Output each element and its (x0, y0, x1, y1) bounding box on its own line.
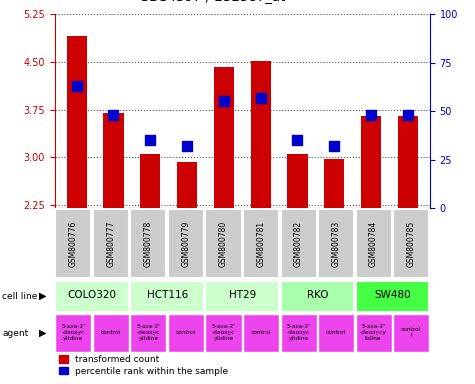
Bar (168, 314, 204, 352)
Bar (243, 209, 279, 278)
Text: 5-aza-2'
-deoxyc
ytidine: 5-aza-2' -deoxyc ytidine (61, 324, 86, 341)
Text: RKO: RKO (306, 290, 328, 300)
Bar (214, 67, 234, 208)
Bar (93, 209, 129, 278)
Text: control: control (176, 330, 196, 335)
Bar (93, 314, 129, 352)
Text: ▶: ▶ (39, 328, 47, 338)
Bar (131, 209, 166, 278)
Point (257, 94, 265, 101)
Text: GSM800781: GSM800781 (256, 220, 266, 267)
Point (404, 112, 412, 118)
Bar (131, 314, 166, 352)
Point (220, 98, 228, 104)
Bar (356, 209, 391, 278)
Bar (177, 162, 197, 208)
Text: GSM800784: GSM800784 (369, 220, 378, 267)
Bar (243, 314, 279, 352)
Text: 5-aza-2'
-deoxyc
ytidine: 5-aza-2' -deoxyc ytidine (211, 324, 236, 341)
Bar (140, 154, 161, 208)
Text: GSM800778: GSM800778 (144, 220, 153, 267)
Text: GSM800779: GSM800779 (181, 220, 190, 267)
Bar (393, 209, 429, 278)
Text: cell line: cell line (2, 291, 38, 301)
Text: control
l: control l (401, 327, 421, 338)
Bar (356, 281, 429, 311)
Bar (66, 36, 87, 208)
Text: 5-aza-2'
-deoxyc
ytidine: 5-aza-2' -deoxyc ytidine (136, 324, 161, 341)
Text: HCT116: HCT116 (147, 290, 188, 300)
Text: GSM800776: GSM800776 (69, 220, 78, 267)
Bar (393, 314, 429, 352)
Bar (361, 116, 381, 208)
Bar (131, 281, 204, 311)
Point (183, 143, 191, 149)
Text: SW480: SW480 (374, 290, 411, 300)
Text: control: control (326, 330, 346, 335)
Bar (287, 154, 307, 208)
Bar (318, 314, 354, 352)
Point (367, 112, 375, 118)
Text: GSM800785: GSM800785 (407, 220, 416, 267)
Text: GDS4397 / 232587_at: GDS4397 / 232587_at (139, 0, 285, 3)
Text: ▶: ▶ (39, 291, 47, 301)
Text: COLO320: COLO320 (67, 290, 117, 300)
Point (294, 137, 301, 143)
Bar (206, 281, 279, 311)
Legend: transformed count, percentile rank within the sample: transformed count, percentile rank withi… (59, 355, 228, 376)
Bar (324, 159, 344, 208)
Text: 5-aza-2'
-deoxycy
tidine: 5-aza-2' -deoxycy tidine (360, 324, 387, 341)
Text: GSM800780: GSM800780 (219, 220, 228, 267)
Text: agent: agent (2, 329, 28, 338)
Bar (56, 314, 91, 352)
Bar (281, 314, 316, 352)
Bar (281, 209, 316, 278)
Text: GSM800777: GSM800777 (106, 220, 115, 267)
Point (110, 112, 117, 118)
Bar (168, 209, 204, 278)
Point (73, 83, 80, 89)
Bar (206, 314, 241, 352)
Point (331, 143, 338, 149)
Bar (56, 209, 91, 278)
Bar (398, 116, 418, 208)
Text: 5-aza-2'
-deoxyc
ytidine: 5-aza-2' -deoxyc ytidine (286, 324, 311, 341)
Bar (250, 61, 271, 208)
Text: GSM800783: GSM800783 (332, 220, 341, 267)
Bar (318, 209, 354, 278)
Bar (56, 281, 129, 311)
Text: control: control (251, 330, 271, 335)
Point (146, 137, 154, 143)
Text: GSM800782: GSM800782 (294, 220, 303, 267)
Bar (281, 281, 354, 311)
Text: HT29: HT29 (228, 290, 256, 300)
Text: control: control (101, 330, 121, 335)
Bar (206, 209, 241, 278)
Bar (104, 113, 124, 208)
Bar (356, 314, 391, 352)
